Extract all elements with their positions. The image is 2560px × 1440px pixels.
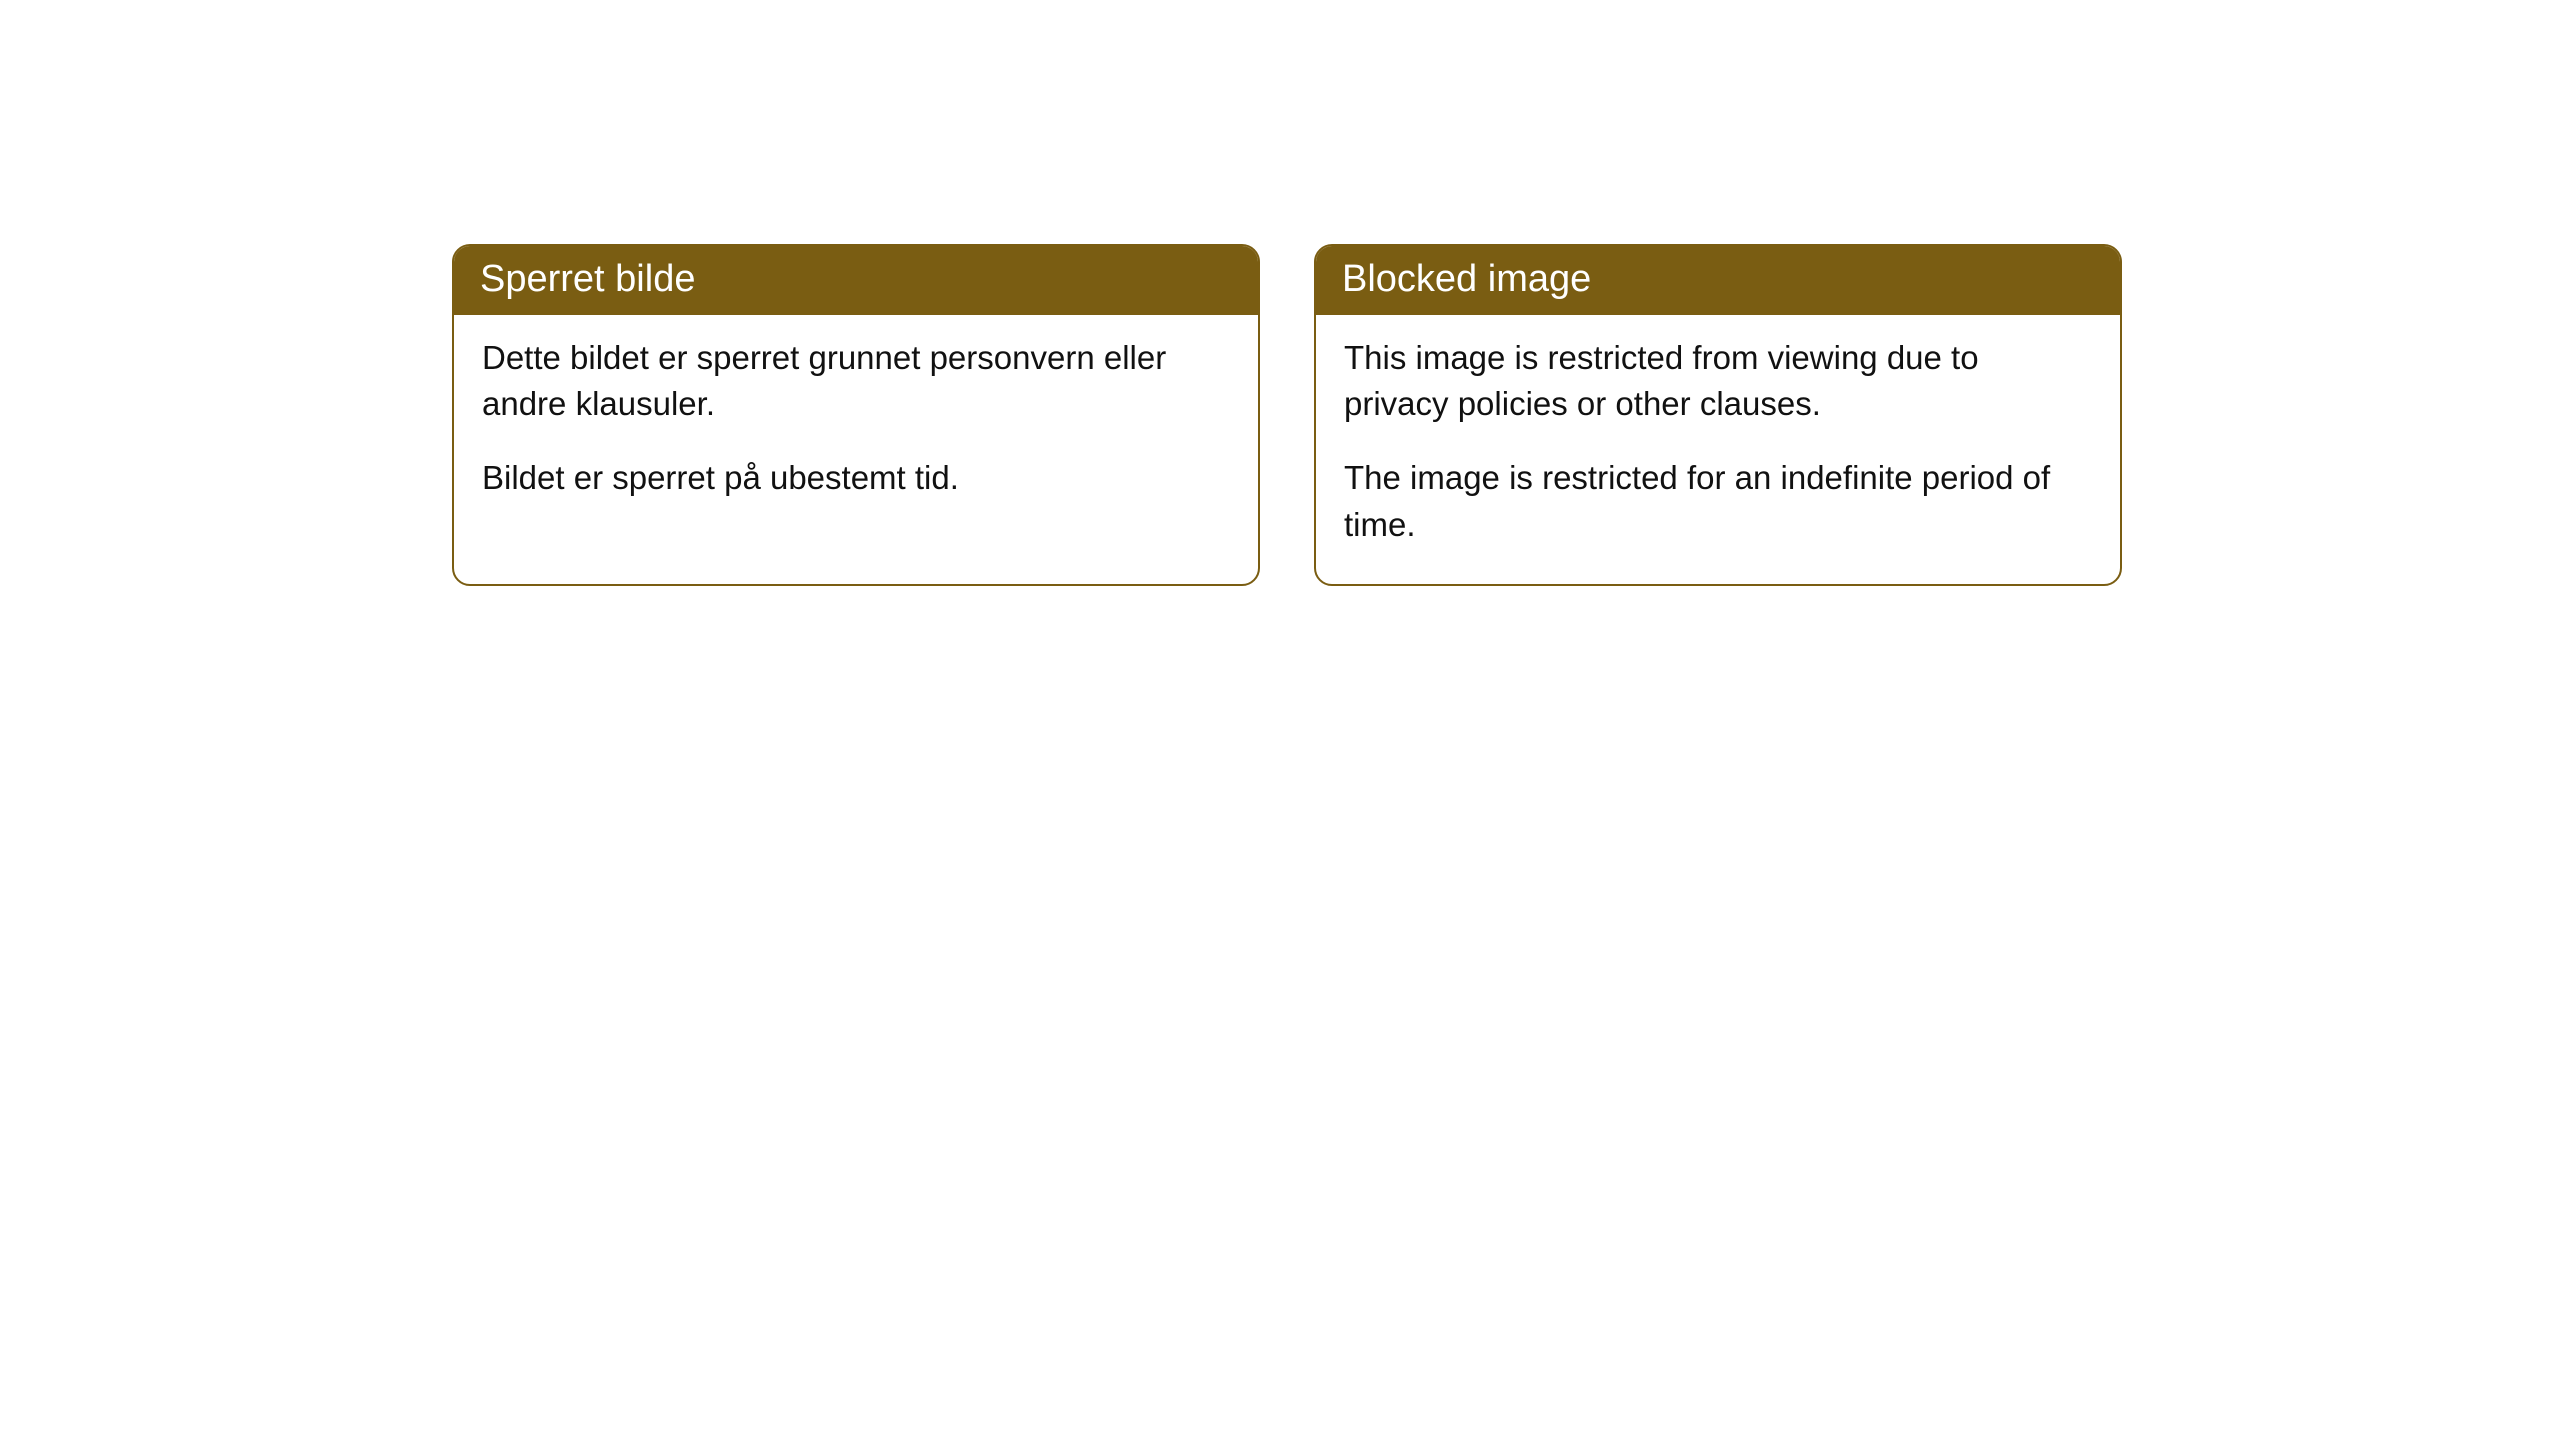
card-paragraph-2: The image is restricted for an indefinit…	[1344, 455, 2092, 547]
card-title: Sperret bilde	[480, 258, 695, 300]
card-body: This image is restricted from viewing du…	[1316, 315, 2120, 584]
notice-cards-container: Sperret bilde Dette bildet er sperret gr…	[452, 244, 2122, 586]
card-header: Sperret bilde	[454, 246, 1258, 315]
card-paragraph-2: Bildet er sperret på ubestemt tid.	[482, 455, 1230, 501]
notice-card-english: Blocked image This image is restricted f…	[1314, 244, 2122, 586]
card-paragraph-1: This image is restricted from viewing du…	[1344, 335, 2092, 427]
card-body: Dette bildet er sperret grunnet personve…	[454, 315, 1258, 538]
card-header: Blocked image	[1316, 246, 2120, 315]
notice-card-norwegian: Sperret bilde Dette bildet er sperret gr…	[452, 244, 1260, 586]
card-title: Blocked image	[1342, 258, 1591, 300]
card-paragraph-1: Dette bildet er sperret grunnet personve…	[482, 335, 1230, 427]
